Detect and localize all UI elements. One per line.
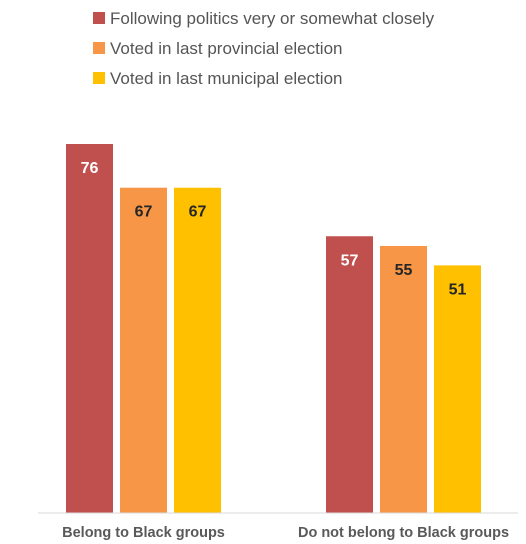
legend-label-1: Following politics very or somewhat clos…: [110, 9, 435, 28]
legend-swatch-2: [93, 42, 105, 54]
category-label-1: Belong to Black groups: [62, 525, 225, 541]
category-labels: Belong to Black groups Do not belong to B…: [62, 525, 509, 541]
bar-value-label-2-2: 55: [395, 262, 413, 279]
category-label-2: Do not belong to Black groups: [298, 525, 509, 541]
bar-1-3: [174, 187, 221, 513]
legend-label-2: Voted in last provincial election: [110, 39, 342, 58]
bar-2-3: [434, 265, 481, 513]
bar-value-label-1-2: 67: [135, 204, 153, 221]
data-labels: 76 67 67 57 55 51: [81, 160, 467, 298]
legend: Following politics very or somewhat clos…: [93, 9, 435, 88]
bar-2-1: [326, 236, 373, 513]
bar-1-2: [120, 187, 167, 513]
bar-1-1: [66, 144, 113, 513]
bar-value-label-2-1: 57: [341, 252, 359, 269]
legend-label-3: Voted in last municipal election: [110, 69, 342, 88]
legend-swatch-1: [93, 12, 105, 24]
bars: [66, 144, 481, 514]
legend-swatch-3: [93, 72, 105, 84]
bar-2-2: [380, 245, 427, 514]
bar-value-label-2-3: 51: [449, 281, 467, 298]
bar-value-label-1-1: 76: [81, 160, 99, 177]
bar-value-label-1-3: 67: [189, 204, 207, 221]
